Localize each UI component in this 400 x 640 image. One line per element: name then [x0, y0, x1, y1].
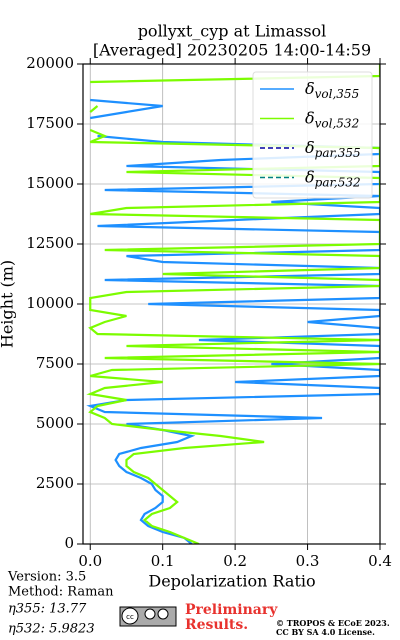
y-tick-label: 17500	[26, 114, 74, 132]
y-tick-label: 2500	[36, 474, 74, 492]
method: Method: Raman	[8, 585, 114, 600]
y-tick-label: 15000	[26, 174, 74, 192]
y-tick-label: 10000	[26, 294, 74, 312]
chart-title: pollyxt_cyp at Limassol	[138, 22, 327, 41]
axes: 0 2500 5000 7500 10000 12500 15000 17500 20000 0.…	[26, 54, 392, 570]
eta355: η355: 13.77	[8, 602, 87, 617]
plot-lines	[90, 64, 380, 544]
copyright: © TROPOS & ECoE 2023.	[276, 618, 390, 628]
copyright: CC BY SA 4.0 License.	[276, 627, 375, 637]
preliminary: Results.	[185, 617, 248, 633]
x-tick-label: 0.2	[223, 552, 247, 570]
y-tick-label: 7500	[36, 354, 74, 372]
x-tick-label: 0.1	[151, 552, 175, 570]
svg-text:cc: cc	[126, 613, 134, 621]
y-tick-label: 12500	[26, 234, 74, 252]
x-tick-label: 0.0	[78, 552, 102, 570]
chart-subtitle: [Averaged] 20230205 14:00-14:59	[93, 41, 371, 60]
legend-label: δpar,355	[305, 138, 361, 160]
y-tick-label: 0	[64, 534, 74, 552]
cc-logo: cc	[119, 606, 177, 627]
x-tick-label: 0.4	[368, 552, 392, 570]
y-tick-label: 20000	[26, 54, 74, 72]
legend-label: δvol,532	[305, 108, 359, 130]
legend-label: δvol,355	[305, 79, 359, 101]
legend: δvol,355 δvol,532 δpar,355 δpar,532	[252, 71, 373, 199]
version: Version: 3.5	[7, 570, 86, 585]
x-tick-label: 0.3	[296, 552, 320, 570]
y-axis-label: Height (m)	[0, 260, 17, 348]
preliminary: Preliminary	[185, 602, 278, 618]
eta532: η532: 5.9823	[8, 622, 95, 637]
series-line	[86, 64, 380, 544]
x-axis-label: Depolarization Ratio	[148, 572, 315, 591]
legend-label: δpar,532	[305, 167, 361, 189]
y-tick-label: 5000	[36, 414, 74, 432]
legend-box	[252, 71, 373, 199]
